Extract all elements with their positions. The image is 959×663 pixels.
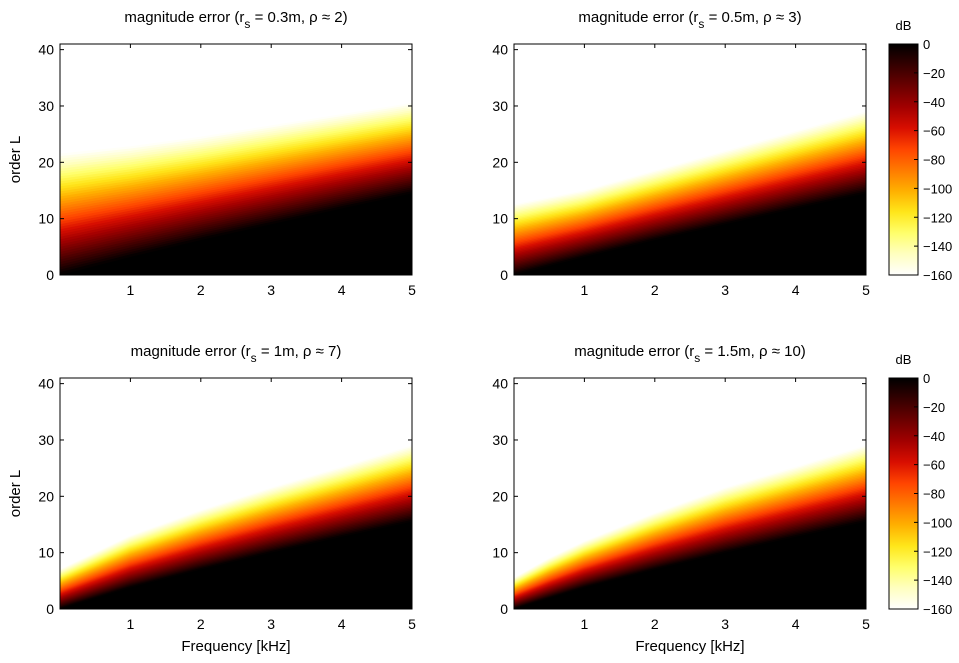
y-tick-label: 40 <box>492 42 508 58</box>
heatmap-bands <box>60 102 412 275</box>
colorbar-label: dB <box>896 18 912 33</box>
y-tick-label: 0 <box>46 267 54 283</box>
colorbar-tick-label: −100 <box>923 181 952 196</box>
colorbar-scale <box>888 43 919 276</box>
axes-frame <box>513 43 867 276</box>
x-tick-label: 4 <box>792 616 800 632</box>
colorbar-2: dB 0 −20 −40 −60 −80 −100 −120 −140 −160 <box>888 352 952 617</box>
x-tick-label: 5 <box>862 282 870 298</box>
x-tick-label: 3 <box>267 616 275 632</box>
subplot-title: magnitude error (rs = 1.5m, ρ ≈ 10) <box>574 343 806 365</box>
y-tick-label: 30 <box>38 98 54 114</box>
colorbar-tick-label: −60 <box>923 124 945 139</box>
x-tick-label: 1 <box>127 616 135 632</box>
x-tick-label: 2 <box>197 282 205 298</box>
x-tick-label: 2 <box>197 616 205 632</box>
colorbar-tick-label: −120 <box>923 210 952 225</box>
axes-frame <box>59 377 413 610</box>
colorbar-tick-label: −40 <box>923 95 945 110</box>
axes-frame <box>59 43 413 276</box>
y-tick-label: 30 <box>492 98 508 114</box>
x-tick-label: 5 <box>862 616 870 632</box>
subplot-title: magnitude error (rs = 0.3m, ρ ≈ 2) <box>124 9 347 31</box>
colorbar-scale <box>888 377 919 610</box>
colorbar-tick-label: −40 <box>923 429 945 444</box>
colorbar-tick-label: −80 <box>923 487 945 502</box>
x-tick-label: 5 <box>408 616 416 632</box>
y-tick-label: 40 <box>38 376 54 392</box>
y-tick-label: 10 <box>492 211 508 227</box>
x-tick-label: 3 <box>267 282 275 298</box>
colorbar-tick-label: −120 <box>923 544 952 559</box>
subplot-title: magnitude error (rs = 0.5m, ρ ≈ 3) <box>578 9 801 31</box>
subplot-2: 1 2 3 4 5 0 10 20 30 40 magnitude error (rs = 0.5m… <box>492 9 870 298</box>
y-tick-label: 0 <box>500 267 508 283</box>
x-axis-label: Frequency [kHz] <box>635 638 744 655</box>
colorbar-tick-label: −20 <box>923 66 945 81</box>
zero-db-region <box>60 193 412 275</box>
colorbar-tick-label: −80 <box>923 153 945 168</box>
y-tick-label: 10 <box>492 545 508 561</box>
y-tick-label: 30 <box>38 432 54 448</box>
colorbar-tick-label: −100 <box>923 515 952 530</box>
zero-db-region <box>514 193 866 275</box>
subplot-3: 1 2 3 4 5 0 10 20 30 40 magnitude error (rs = 1m, … <box>7 343 416 655</box>
x-tick-label: 2 <box>651 282 659 298</box>
y-axis-label: order L <box>7 470 24 518</box>
x-tick-label: 3 <box>721 616 729 632</box>
y-tick-label: 0 <box>500 601 508 617</box>
colorbar-tick-label: −160 <box>923 602 952 617</box>
x-tick-label: 5 <box>408 282 416 298</box>
x-tick-label: 4 <box>338 616 346 632</box>
zero-db-region <box>514 521 866 609</box>
colorbar-tick-label: −140 <box>923 573 952 588</box>
x-tick-label: 1 <box>127 282 135 298</box>
x-axis-label: Frequency [kHz] <box>181 638 290 655</box>
colorbar-tick-label: −60 <box>923 458 945 473</box>
heatmap-bands <box>60 445 412 609</box>
x-tick-label: 1 <box>581 282 589 298</box>
subplot-1: 1 2 3 4 5 0 10 20 30 40 magnitude error (rs = 0.3m… <box>7 9 416 298</box>
colorbar-tick-label: 0 <box>923 37 930 52</box>
colorbar-tick-label: −160 <box>923 268 952 283</box>
y-tick-label: 40 <box>492 376 508 392</box>
y-tick-label: 20 <box>492 154 508 170</box>
colorbar-tick-label: −20 <box>923 400 945 415</box>
x-tick-label: 2 <box>651 616 659 632</box>
axes-frame <box>513 377 867 610</box>
y-tick-label: 10 <box>38 545 54 561</box>
y-tick-label: 20 <box>38 154 54 170</box>
x-tick-label: 4 <box>792 282 800 298</box>
zero-db-region <box>60 521 412 609</box>
y-axis-label: order L <box>7 136 24 184</box>
y-tick-label: 30 <box>492 432 508 448</box>
y-tick-label: 10 <box>38 211 54 227</box>
y-tick-label: 20 <box>492 488 508 504</box>
subplot-title: magnitude error (rs = 1m, ρ ≈ 7) <box>131 343 342 365</box>
x-tick-label: 4 <box>338 282 346 298</box>
y-tick-label: 40 <box>38 42 54 58</box>
y-tick-label: 20 <box>38 488 54 504</box>
subplot-4: 1 2 3 4 5 0 10 20 30 40 magnitude error (rs = 1.5m… <box>492 343 870 655</box>
y-tick-label: 0 <box>46 601 54 617</box>
colorbar-1: dB 0 −20 −40 −60 −80 −100 −120 −140 −160 <box>888 18 952 283</box>
colorbar-tick-label: −140 <box>923 239 952 254</box>
x-tick-label: 1 <box>581 616 589 632</box>
heatmap-bands <box>514 445 866 609</box>
colorbar-label: dB <box>896 352 912 367</box>
colorbar-tick-label: 0 <box>923 371 930 386</box>
x-tick-label: 3 <box>721 282 729 298</box>
heatmap-bands <box>514 111 866 275</box>
